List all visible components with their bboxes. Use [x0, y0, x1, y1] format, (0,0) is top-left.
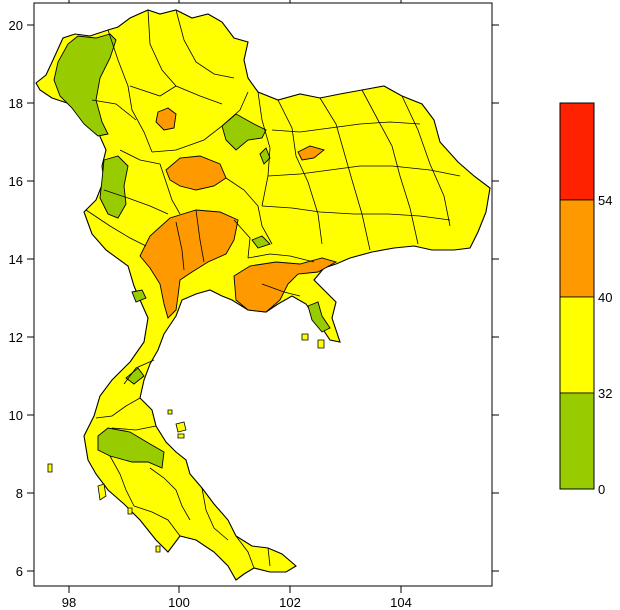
- y-tick-label: 8: [16, 486, 23, 501]
- legend-bin-green: [559, 392, 595, 490]
- green-zone-south-1: [125, 367, 145, 385]
- y-tick-label: 12: [9, 330, 23, 345]
- y-tick-label: 10: [9, 408, 23, 423]
- green-zone-small-1: [259, 147, 271, 165]
- x-tick-label: 104: [390, 595, 412, 610]
- green-zone-northwest: [53, 33, 117, 137]
- orange-zone-central: [139, 209, 239, 319]
- legend-bin-red: [559, 102, 595, 201]
- orange-zones: [139, 107, 338, 319]
- legend-label: 54: [598, 193, 612, 208]
- x-tick-label: 100: [168, 595, 190, 610]
- x-axis-ticks: [68, 0, 402, 593]
- green-zone-south-2: [97, 427, 165, 469]
- y-tick-label: 14: [9, 252, 23, 267]
- green-zone-west: [99, 155, 129, 219]
- x-tick-label: 102: [279, 595, 301, 610]
- y-tick-label: 18: [9, 96, 23, 111]
- green-zone-east-coast: [307, 301, 331, 333]
- legend-border: [559, 102, 595, 490]
- y-tick-label: 20: [9, 18, 23, 33]
- y-axis-ticks: [27, 24, 499, 572]
- orange-zone-northeast: [297, 145, 325, 161]
- green-zone-small-3: [131, 289, 147, 303]
- x-tick-label: 98: [62, 595, 76, 610]
- legend-bin-yellow: [559, 296, 595, 394]
- legend-label: 40: [598, 290, 612, 305]
- legend-bin-orange: [559, 199, 595, 298]
- green-zone-north-center: [221, 113, 267, 151]
- province-boundaries: [85, 9, 461, 569]
- y-tick-label: 16: [9, 174, 23, 189]
- orange-zone-north: [155, 107, 177, 131]
- legend-label: 0: [598, 482, 605, 497]
- orange-zone-east: [233, 257, 338, 313]
- orange-zone-center-north: [165, 155, 227, 191]
- color-scale-legend: 54 40 32 0: [559, 102, 612, 497]
- green-zone-small-2: [251, 235, 271, 249]
- green-zones: [53, 33, 331, 469]
- y-tick-label: 6: [16, 564, 23, 579]
- legend-label: 32: [598, 386, 612, 401]
- islands: [47, 333, 325, 553]
